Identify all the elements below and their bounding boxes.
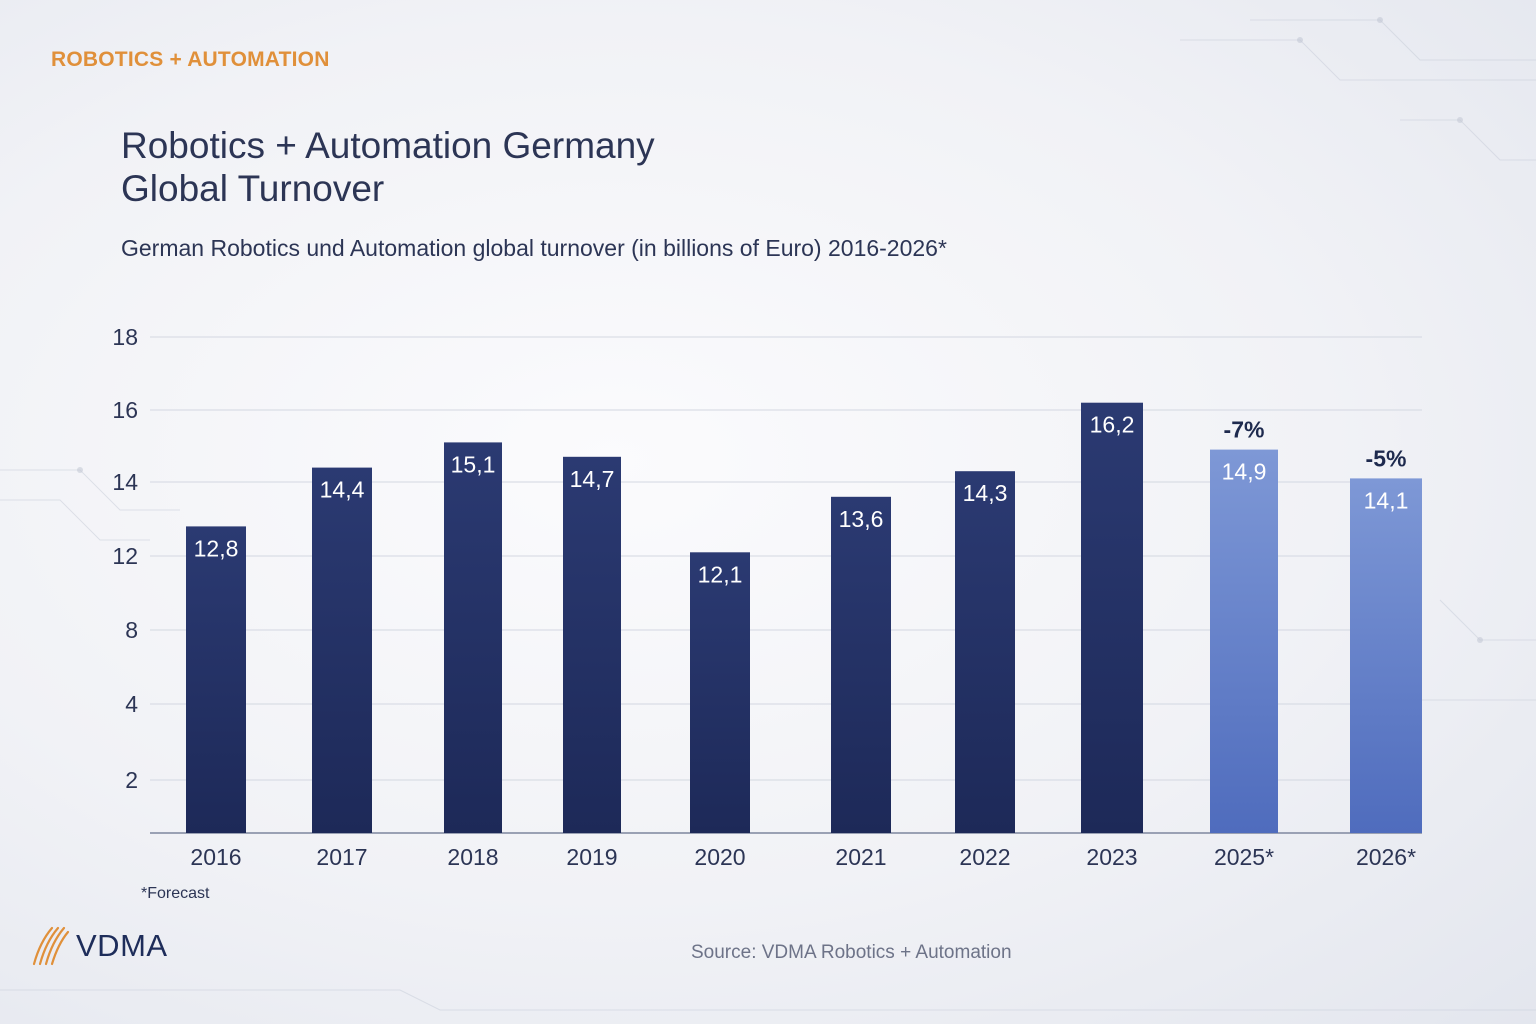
y-tick-label: 12 — [112, 543, 138, 569]
section-tagline: ROBOTICS + AUTOMATION — [51, 48, 330, 71]
bar — [690, 552, 750, 833]
title-line-2: Global Turnover — [121, 168, 385, 209]
bar-value-label: 14,9 — [1222, 459, 1267, 485]
x-tick-label: 2019 — [566, 844, 617, 870]
vdma-logo: VDMA — [30, 924, 168, 968]
bar-value-label: 14,7 — [570, 466, 615, 492]
x-tick-label: 2022 — [959, 844, 1010, 870]
forecast-bar — [1210, 449, 1278, 833]
x-tick-label: 2021 — [835, 844, 886, 870]
bar-value-label: 16,2 — [1090, 412, 1135, 438]
page-title: Robotics + Automation Germany Global Tur… — [121, 124, 655, 210]
bar-value-label: 14,1 — [1364, 487, 1409, 513]
chart-subtitle: German Robotics und Automation global tu… — [121, 235, 947, 261]
bar — [831, 496, 891, 833]
forecast-bar — [1350, 478, 1422, 833]
y-tick-label: 4 — [125, 691, 138, 717]
y-tick-label: 2 — [125, 767, 138, 793]
bar-value-label: 12,1 — [698, 561, 743, 587]
bar-value-label: 13,6 — [839, 506, 884, 532]
x-tick-label: 2018 — [447, 844, 498, 870]
bar-value-label: 14,3 — [963, 480, 1008, 506]
bar-value-label: 15,1 — [451, 451, 496, 477]
logo-swoosh-icon — [32, 926, 70, 966]
bar-value-label: 14,4 — [320, 477, 365, 503]
bar-value-label: 12,8 — [194, 535, 239, 561]
bar — [1081, 402, 1143, 833]
logo-text: VDMA — [76, 928, 168, 963]
forecast-footnote: *Forecast — [141, 885, 210, 902]
y-tick-label: 8 — [125, 617, 138, 643]
x-tick-label: 2020 — [694, 844, 745, 870]
x-tick-label: 2026* — [1356, 844, 1416, 870]
bar — [955, 471, 1015, 833]
bar — [563, 456, 621, 833]
change-percent-label: -7% — [1224, 417, 1265, 443]
x-tick-label: 2016 — [190, 844, 241, 870]
bar — [444, 442, 502, 833]
source-note: Source: VDMA Robotics + Automation — [691, 942, 1012, 963]
bar — [186, 526, 246, 833]
change-percent-label: -5% — [1366, 445, 1407, 471]
title-line-1: Robotics + Automation Germany — [121, 125, 655, 166]
y-tick-label: 14 — [112, 469, 138, 495]
x-tick-label: 2023 — [1086, 844, 1137, 870]
bar — [312, 467, 372, 833]
y-tick-label: 18 — [112, 324, 138, 350]
x-tick-label: 2017 — [316, 844, 367, 870]
y-tick-label: 16 — [112, 397, 138, 423]
x-tick-label: 2025* — [1214, 844, 1274, 870]
